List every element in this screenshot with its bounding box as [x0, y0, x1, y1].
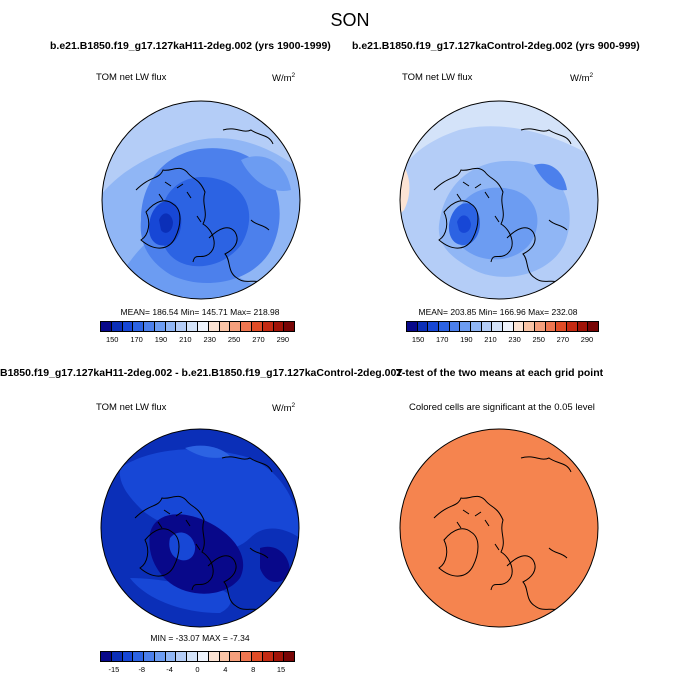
- coastline-p4: [433, 456, 572, 615]
- colorbar-swatch: [439, 322, 450, 331]
- colorbar-swatch: [481, 322, 493, 331]
- colorbar-swatch: [219, 322, 231, 331]
- map-p2: [399, 100, 599, 300]
- colorbar-swatch: [535, 322, 546, 331]
- coastline-p2: [433, 128, 572, 287]
- colorbar-abs-top-left: [100, 321, 295, 332]
- colorbar-swatch: [241, 322, 252, 331]
- colorbar-swatch: [251, 322, 263, 331]
- p2-units-label: W/m2: [570, 72, 594, 85]
- colorbar-swatch: [101, 322, 112, 331]
- colorbar-swatch: [241, 652, 252, 661]
- colorbar-swatch: [262, 322, 274, 331]
- colorbar-swatch: [198, 322, 209, 331]
- colorbar-swatch: [588, 322, 599, 331]
- p2-stats: MEAN= 203.85 Min= 166.96 Max= 232.08: [418, 307, 578, 317]
- p3-variable-label: TOM net LW flux: [96, 402, 167, 413]
- colorbar-swatch: [230, 322, 242, 331]
- p2-variable-label: TOM net LW flux: [402, 72, 473, 83]
- colorbar-swatch: [567, 322, 578, 331]
- map-p4-ttest: [399, 428, 599, 628]
- colorbar-swatch: [133, 322, 145, 331]
- map-p3: [100, 428, 300, 628]
- colorbar-swatch: [407, 322, 418, 331]
- colorbar-swatch: [187, 652, 199, 661]
- colorbar-swatch: [284, 322, 295, 331]
- colorbar-swatch: [577, 322, 589, 331]
- panel-title-top-right: b.e21.B1850.f19_g17.127kaControl-2deg.00…: [352, 40, 640, 52]
- colorbar-abs-top-left-ticks: 150 170 190 210 230 250 270 290: [105, 335, 290, 344]
- colorbar-swatch: [187, 322, 199, 331]
- colorbar-swatch: [208, 322, 220, 331]
- colorbar-swatch: [513, 322, 525, 331]
- colorbar-swatch: [144, 322, 155, 331]
- colorbar-swatch: [284, 652, 295, 661]
- colorbar-swatch: [471, 322, 482, 331]
- p1-units-label: W/m2: [272, 72, 296, 85]
- panel-title-top-left: b.e21.B1850.f19_g17.127kaH11-2deg.002 (y…: [50, 40, 331, 52]
- colorbar-swatch: [492, 322, 504, 331]
- panel-title-bottom-left: B1850.f19_g17.127kaH11-2deg.002 - b.e21.…: [0, 367, 403, 379]
- panel-title-bottom-right: T-test of the two means at each grid poi…: [396, 367, 604, 379]
- colorbar-swatch: [111, 652, 123, 661]
- colorbar-swatch: [111, 322, 123, 331]
- colorbar-swatch: [154, 322, 166, 331]
- colorbar-swatch: [449, 322, 461, 331]
- colorbar-swatch: [417, 322, 429, 331]
- colorbar-swatch: [101, 652, 112, 661]
- colorbar-diff: [100, 651, 295, 662]
- colorbar-swatch: [251, 652, 263, 661]
- colorbar-swatch: [273, 652, 285, 661]
- p1-stats: MEAN= 186.54 Min= 145.71 Max= 218.98: [120, 307, 280, 317]
- colorbar-swatch: [503, 322, 514, 331]
- colorbar-swatch: [230, 652, 242, 661]
- colorbar-swatch: [219, 652, 231, 661]
- colorbar-swatch: [460, 322, 472, 331]
- colorbar-swatch: [154, 652, 166, 661]
- p1-variable-label: TOM net LW flux: [96, 72, 167, 83]
- colorbar-swatch: [122, 322, 134, 331]
- colorbar-swatch: [262, 652, 274, 661]
- p3-units-label: W/m2: [272, 402, 296, 415]
- colorbar-abs-top-right-ticks: 150 170 190 210 230 250 270 290: [411, 335, 594, 344]
- colorbar-swatch: [122, 652, 134, 661]
- colorbar-diff-ticks: -15 -8 -4 0 4 8 15: [108, 665, 286, 674]
- coastline-p1: [135, 128, 274, 287]
- colorbar-swatch: [165, 652, 177, 661]
- colorbar-swatch: [176, 652, 188, 661]
- colorbar-swatch: [133, 652, 145, 661]
- colorbar-swatch: [198, 652, 209, 661]
- map-p1: [101, 100, 301, 300]
- coastline-p3: [134, 456, 273, 615]
- colorbar-swatch: [208, 652, 220, 661]
- p3-stats: MIN = -33.07 MAX = -7.34: [150, 633, 250, 643]
- colorbar-swatch: [524, 322, 536, 331]
- colorbar-swatch: [165, 322, 177, 331]
- colorbar-abs-top-right: [406, 321, 599, 332]
- colorbar-swatch: [273, 322, 285, 331]
- season-title: SON: [330, 10, 370, 30]
- colorbar-swatch: [545, 322, 557, 331]
- colorbar-swatch: [556, 322, 568, 331]
- colorbar-swatch: [144, 652, 155, 661]
- p4-caption: Colored cells are significant at the 0.0…: [409, 402, 595, 413]
- colorbar-swatch: [428, 322, 440, 331]
- colorbar-swatch: [176, 322, 188, 331]
